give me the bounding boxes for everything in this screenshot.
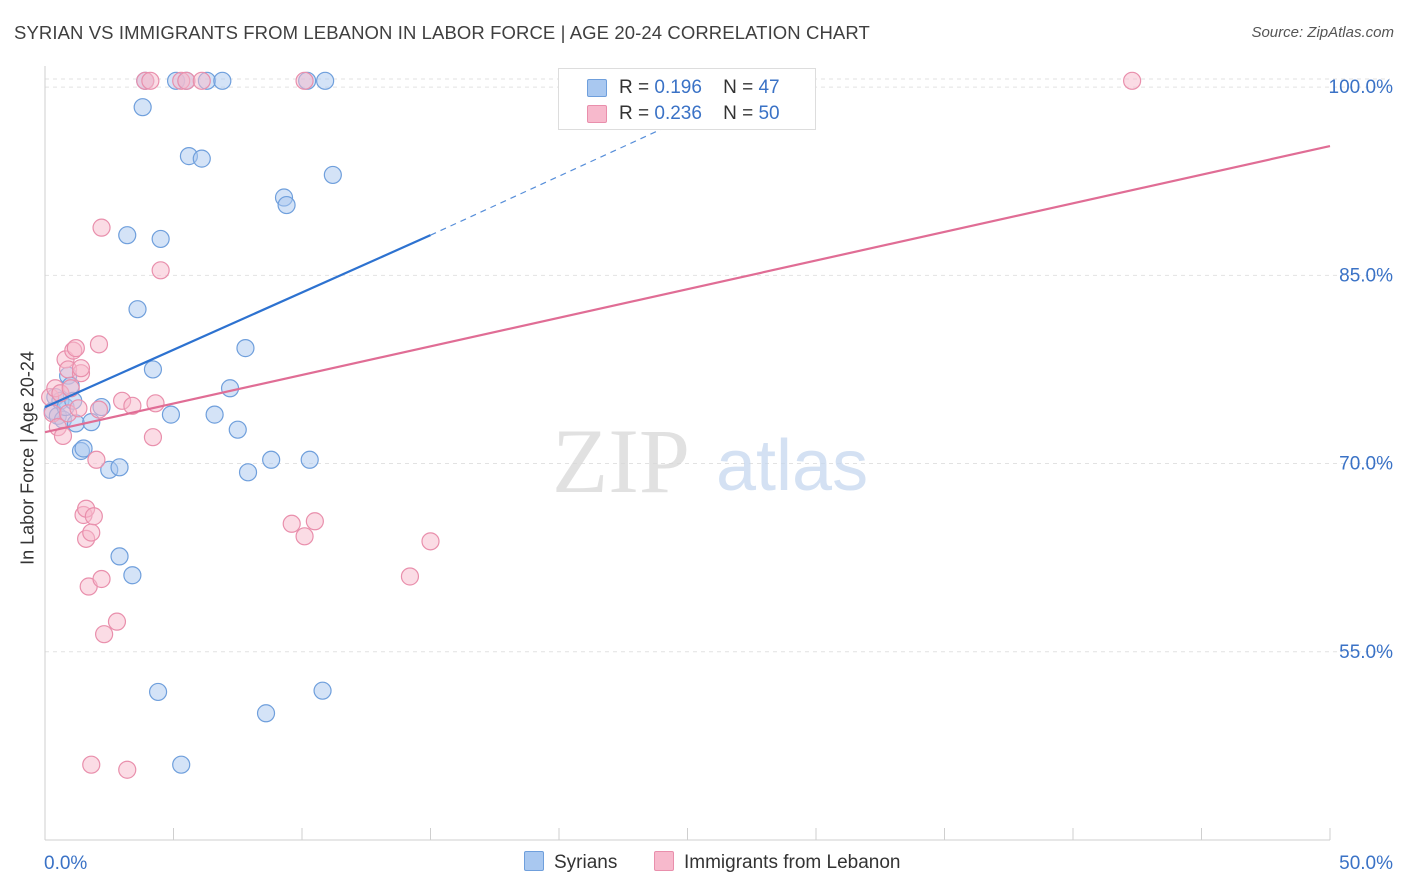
lebanon-point xyxy=(69,399,88,418)
lebanon-trend-line xyxy=(44,145,1331,434)
y-tick-label: 100.0% xyxy=(1329,77,1394,98)
lebanon-point xyxy=(61,379,80,398)
syrians-point xyxy=(110,547,129,566)
legend-swatch-lebanon xyxy=(587,105,607,123)
syrians-point xyxy=(192,149,211,168)
y-axis-label: In Labor Force | Age 20-24 xyxy=(17,351,38,565)
syrians-point xyxy=(256,704,276,723)
syrians-point xyxy=(316,71,335,90)
bottom-legend-label-lebanon: Immigrants from Lebanon xyxy=(684,852,901,873)
syrians-point xyxy=(300,450,319,469)
watermark-atlas: atlas xyxy=(716,426,868,506)
source-label: Source: ZipAtlas.com xyxy=(1251,24,1394,41)
syrians-point xyxy=(262,450,281,469)
syrians-trend-line xyxy=(44,234,431,409)
syrians-point xyxy=(213,71,232,90)
lebanon-point xyxy=(92,218,111,237)
legend-r-value: 0.196 xyxy=(654,77,702,98)
lebanon-point xyxy=(143,428,163,447)
syrians-point xyxy=(118,226,137,245)
bottom-legend-syrians: Syrians xyxy=(524,851,617,874)
lebanon-point xyxy=(107,612,127,631)
chart-title: SYRIAN VS IMMIGRANTS FROM LEBANON IN LAB… xyxy=(14,22,870,43)
syrians-point xyxy=(110,458,129,477)
bottom-legend-label-syrians: Syrians xyxy=(554,852,618,873)
lebanon-points xyxy=(41,71,1142,779)
syrians-point xyxy=(161,405,181,424)
lebanon-point xyxy=(295,71,314,90)
syrians-point xyxy=(143,360,163,379)
syrians-point xyxy=(74,439,93,458)
lebanon-point xyxy=(421,532,440,551)
lebanon-point xyxy=(84,507,103,526)
gridlines xyxy=(45,78,1390,653)
watermark: ZIP atlas xyxy=(552,410,868,512)
syrians-point xyxy=(133,98,152,117)
legend-r-value: 0.236 xyxy=(654,103,702,124)
syrians-point xyxy=(151,229,170,249)
lebanon-point xyxy=(151,261,170,280)
syrians-point xyxy=(323,165,342,185)
legend-n-value: 50 xyxy=(758,103,780,124)
syrians-point xyxy=(313,681,332,700)
syrians-point xyxy=(220,379,240,398)
lebanon-point xyxy=(66,339,85,358)
bottom-legend-swatch-lebanon xyxy=(654,851,674,871)
lebanon-point xyxy=(295,527,314,546)
lebanon-point xyxy=(82,523,101,542)
syrians-point xyxy=(148,682,168,702)
lebanon-point xyxy=(118,760,137,779)
legend-n-value: 47 xyxy=(758,77,780,98)
x-tick-label-max: 50.0% xyxy=(1339,853,1393,874)
lebanon-point xyxy=(282,514,301,533)
legend-swatch-syrians xyxy=(587,79,607,97)
syrians-point xyxy=(128,300,147,319)
lebanon-point xyxy=(89,400,109,419)
legend-r-label: R = xyxy=(619,103,650,124)
y-tick-label: 85.0% xyxy=(1339,265,1393,286)
x-tick-label-min: 0.0% xyxy=(44,853,87,874)
lebanon-point xyxy=(71,359,91,378)
lebanon-point xyxy=(87,450,106,469)
lebanon-point xyxy=(192,71,211,90)
trend-lines xyxy=(44,116,1331,434)
correlation-legend: R = 0.196 N = 47 R = 0.236 N = 50 xyxy=(558,68,816,130)
lebanon-point xyxy=(95,625,114,644)
y-tick-label: 55.0% xyxy=(1339,642,1393,663)
watermark-zip: ZIP xyxy=(552,410,690,512)
syrians-point xyxy=(123,566,142,585)
syrians-point xyxy=(205,405,224,424)
lebanon-point xyxy=(141,71,160,90)
lebanon-point xyxy=(89,335,109,354)
lebanon-point xyxy=(92,569,111,589)
syrians-trend-extension xyxy=(430,116,688,236)
y-tick-label: 70.0% xyxy=(1339,454,1393,475)
bottom-legend-lebanon: Immigrants from Lebanon xyxy=(654,851,901,874)
legend-n-label: N = xyxy=(723,103,754,124)
lebanon-point xyxy=(82,755,101,774)
bottom-legend-swatch-syrians xyxy=(524,851,544,871)
lebanon-point xyxy=(177,71,196,90)
lebanon-point xyxy=(305,512,324,531)
lebanon-point xyxy=(123,396,142,415)
lebanon-point xyxy=(1123,71,1142,90)
legend-n-label: N = xyxy=(723,77,754,98)
syrians-point xyxy=(238,463,258,482)
syrians-point xyxy=(228,420,247,439)
legend-r-label: R = xyxy=(619,77,650,98)
axes xyxy=(44,66,1331,841)
tick-labels: 100.0% 85.0% 70.0% 55.0% 0.0% 50.0% xyxy=(44,77,1393,874)
lebanon-point xyxy=(400,567,420,586)
syrians-point xyxy=(172,755,191,774)
syrians-point xyxy=(277,195,296,215)
syrians-point xyxy=(236,339,255,358)
